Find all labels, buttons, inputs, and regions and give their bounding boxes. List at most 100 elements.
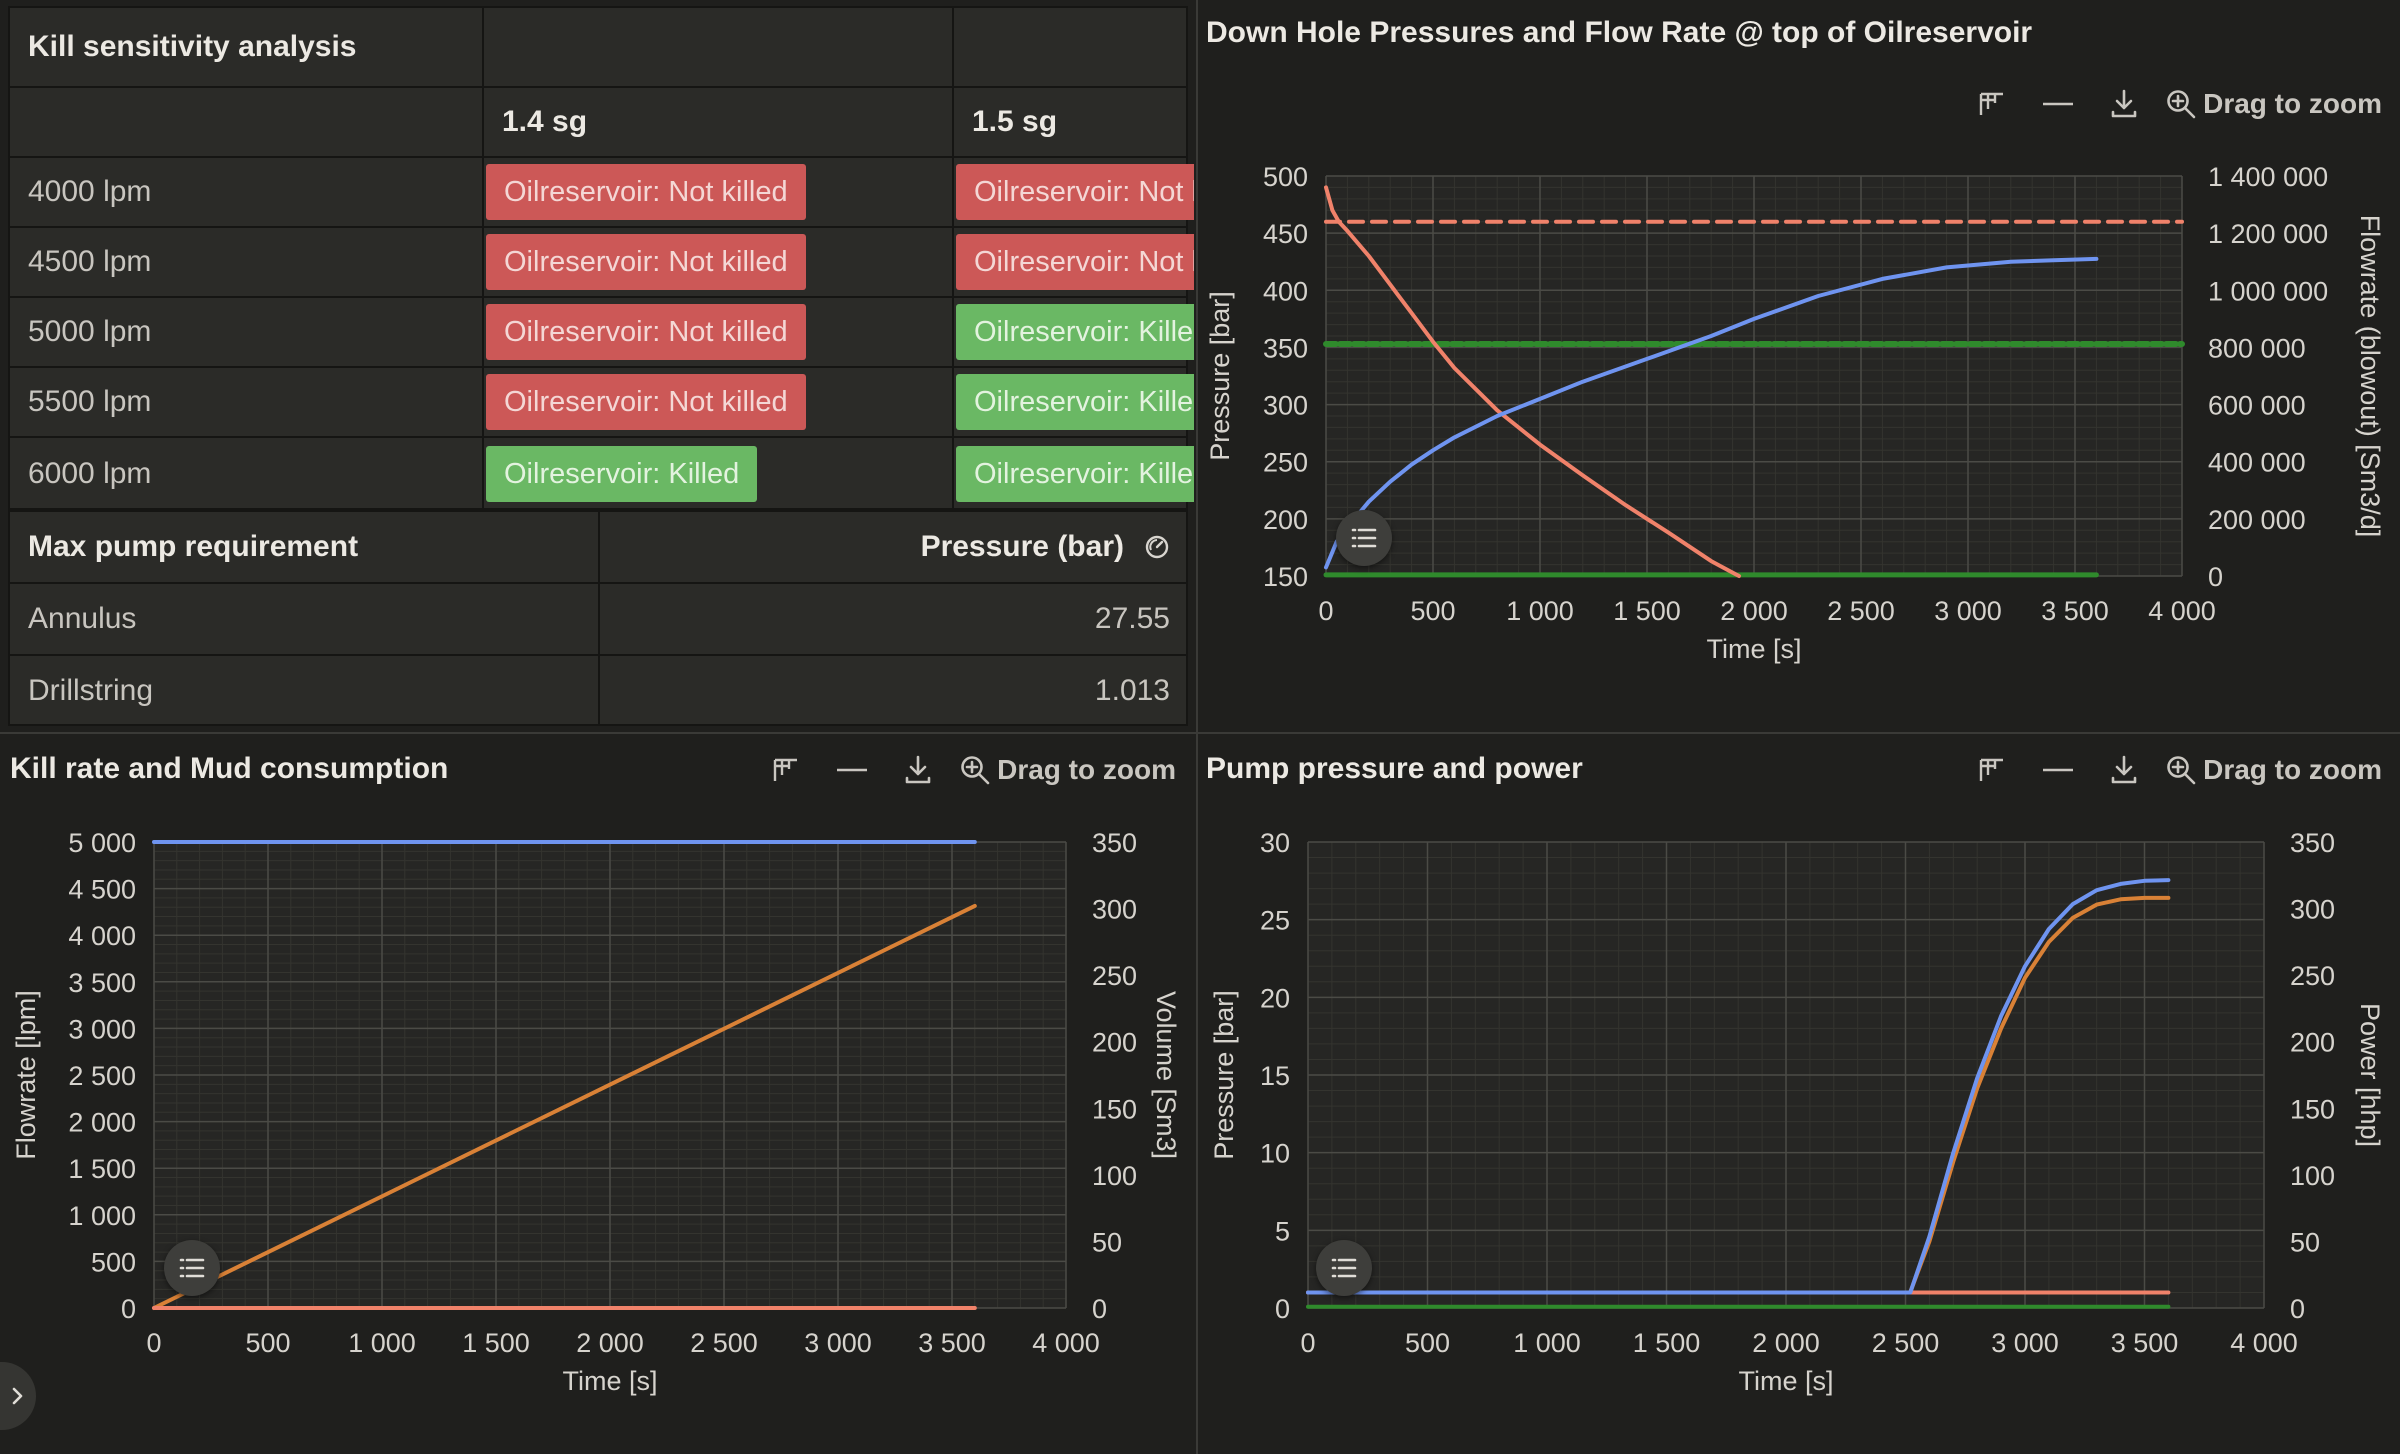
legend-button[interactable]: [1316, 1240, 1372, 1296]
y-tick-label: 0: [1275, 1294, 1290, 1324]
x-tick-label: 4 000: [2148, 596, 2216, 626]
gauge-icon[interactable]: [1144, 534, 1170, 560]
pump-table-header-row: Max pump requirement Pressure (bar): [10, 512, 1186, 584]
row-label: 5500 lpm: [28, 385, 152, 418]
kill-table-title-cell: Kill sensitivity analysis: [10, 8, 484, 86]
x-tick-label: 2 500: [690, 1328, 758, 1358]
y-tick-label: 500: [91, 1247, 136, 1277]
y2-tick-label: 50: [2290, 1227, 2320, 1257]
zoom-icon: [2165, 754, 2197, 786]
status-badge[interactable]: Oilreservoir: Not killed: [956, 234, 1194, 290]
downhole-chart-panel: Down Hole Pressures and Flow Rate @ top …: [1198, 0, 2400, 732]
chevron-right-icon: [10, 1386, 26, 1406]
y-tick-label: 150: [1263, 562, 1308, 592]
y-tick-label: 4 000: [68, 921, 136, 951]
y2-axis-label: Flowrate (blowout) [Sm3/d]: [2355, 215, 2385, 538]
x-tick-label: 2 000: [576, 1328, 644, 1358]
y-tick-label: 1 500: [68, 1154, 136, 1184]
status-badge[interactable]: Oilreservoir: Not killed: [486, 304, 806, 360]
y-tick-label: 1 000: [68, 1201, 136, 1231]
pump-value-header-cell[interactable]: Pressure (bar): [600, 512, 1190, 582]
status-badge[interactable]: Oilreservoir: Killed: [486, 446, 758, 502]
drag-to-zoom-label: Drag to zoom: [2203, 754, 2382, 785]
y2-tick-label: 300: [2290, 895, 2335, 925]
legend-button[interactable]: [1336, 510, 1392, 566]
series-line[interactable]: [1324, 256, 2099, 570]
series-line[interactable]: [152, 903, 977, 1310]
download-icon[interactable]: [2091, 80, 2157, 128]
drag-to-zoom-button[interactable]: Drag to zoom: [2165, 88, 2382, 120]
x-tick-label: 4 000: [1032, 1328, 1100, 1358]
y-tick-label: 2 500: [68, 1061, 136, 1091]
x-tick-label: 0: [1300, 1328, 1315, 1358]
download-icon[interactable]: [2091, 746, 2157, 794]
result-cell: Oilreservoir: Not killed: [484, 298, 954, 366]
result-cell: Oilreservoir: Killed: [954, 298, 1194, 366]
status-badge[interactable]: Oilreservoir: Killed: [956, 304, 1194, 360]
kill-table-title: Kill sensitivity analysis: [28, 30, 357, 63]
kill-table-row: 6000 lpm Oilreservoir: Killed Oilreservoir…: [10, 438, 1194, 510]
chart-title: Kill rate and Mud consumption: [10, 752, 449, 785]
x-tick-label: 2 500: [1872, 1328, 1940, 1358]
x-tick-label: 0: [146, 1328, 161, 1358]
x-tick-label: 1 500: [462, 1328, 530, 1358]
y2-axis-label: Power [hhp]: [2355, 1003, 2385, 1147]
x-tick-label: 1 500: [1613, 596, 1681, 626]
list-icon: [1351, 527, 1377, 549]
legend-toggle-icon[interactable]: [753, 746, 819, 794]
y2-tick-label: 250: [1092, 961, 1137, 991]
downhole-chart[interactable]: 0 500 1 000 1 500 2 000 2 500 3 000 3 500 4 000 1…: [1198, 140, 2400, 740]
x-tick-label: 3 500: [2111, 1328, 2179, 1358]
status-badge[interactable]: Oilreservoir: Killed: [956, 374, 1194, 430]
panel-divider-horizontal: [0, 732, 2400, 734]
y-tick-label: 15: [1260, 1061, 1290, 1091]
status-badge[interactable]: Oilreservoir: Not killed: [486, 164, 806, 220]
legend-toggle-icon[interactable]: [1959, 80, 2025, 128]
y2-tick-label: 0: [2208, 562, 2223, 592]
minus-icon[interactable]: [819, 746, 885, 794]
drag-to-zoom-button[interactable]: Drag to zoom: [2165, 754, 2382, 786]
y-tick-label: 3 000: [68, 1014, 136, 1044]
status-badge[interactable]: Oilreservoir: Not killed: [486, 374, 806, 430]
series-line[interactable]: [1324, 185, 1741, 578]
y2-tick-label: 800 000: [2208, 333, 2306, 363]
chart-toolbar: Drag to zoom: [1959, 746, 2382, 794]
y2-tick-label: 350: [1092, 828, 1137, 858]
column-header-1-5-sg[interactable]: 1.5 sg: [954, 88, 1194, 156]
series-line[interactable]: [1306, 878, 2171, 1295]
row-label-cell: 5000 lpm: [10, 298, 484, 366]
status-badge[interactable]: Oilreservoir: Not killed: [956, 164, 1194, 220]
minus-icon[interactable]: [2025, 80, 2091, 128]
result-cell: Oilreservoir: Killed: [954, 438, 1194, 510]
pump-row-label: Drillstring: [28, 674, 154, 707]
y-tick-label: 4 500: [68, 875, 136, 905]
killrate-chart[interactable]: 0 500 1 000 1 500 2 000 2 500 3 000 3 500 4 0000…: [0, 792, 1196, 1452]
x-tick-label: 500: [245, 1328, 290, 1358]
status-badge[interactable]: Oilreservoir: Not killed: [486, 234, 806, 290]
pump-row-value: 1.013: [1094, 674, 1170, 707]
row-label: 4000 lpm: [28, 175, 152, 208]
y-tick-label: 5 000: [68, 828, 136, 858]
download-icon[interactable]: [885, 746, 951, 794]
y-tick-label: 200: [1263, 505, 1308, 535]
result-cell: Oilreservoir: Not killed: [484, 158, 954, 226]
series-line[interactable]: [1908, 895, 2171, 1294]
zoom-icon: [959, 754, 991, 786]
legend-button[interactable]: [164, 1240, 220, 1296]
kill-table-corner-cell: [10, 88, 484, 156]
column-header-label: 1.4 sg: [502, 105, 588, 138]
column-header-1-4-sg[interactable]: 1.4 sg: [484, 88, 954, 156]
y-tick-label: 25: [1260, 906, 1290, 936]
y2-tick-label: 200: [2290, 1028, 2335, 1058]
pump-row-value: 27.55: [1094, 602, 1170, 635]
x-tick-label: 0: [1318, 596, 1333, 626]
legend-toggle-icon[interactable]: [1959, 746, 2025, 794]
pump-chart[interactable]: 0 500 1 000 1 500 2 000 2 500 3 000 3 500 4 0000…: [1198, 792, 2400, 1452]
drag-to-zoom-button[interactable]: Drag to zoom: [959, 754, 1176, 786]
y2-tick-label: 0: [1092, 1294, 1107, 1324]
y2-tick-label: 1 000 000: [2208, 276, 2328, 306]
status-badge[interactable]: Oilreservoir: Killed: [956, 446, 1194, 502]
y-tick-label: 300: [1263, 391, 1308, 421]
minus-icon[interactable]: [2025, 746, 2091, 794]
column-header-label: 1.5 sg: [972, 105, 1058, 138]
